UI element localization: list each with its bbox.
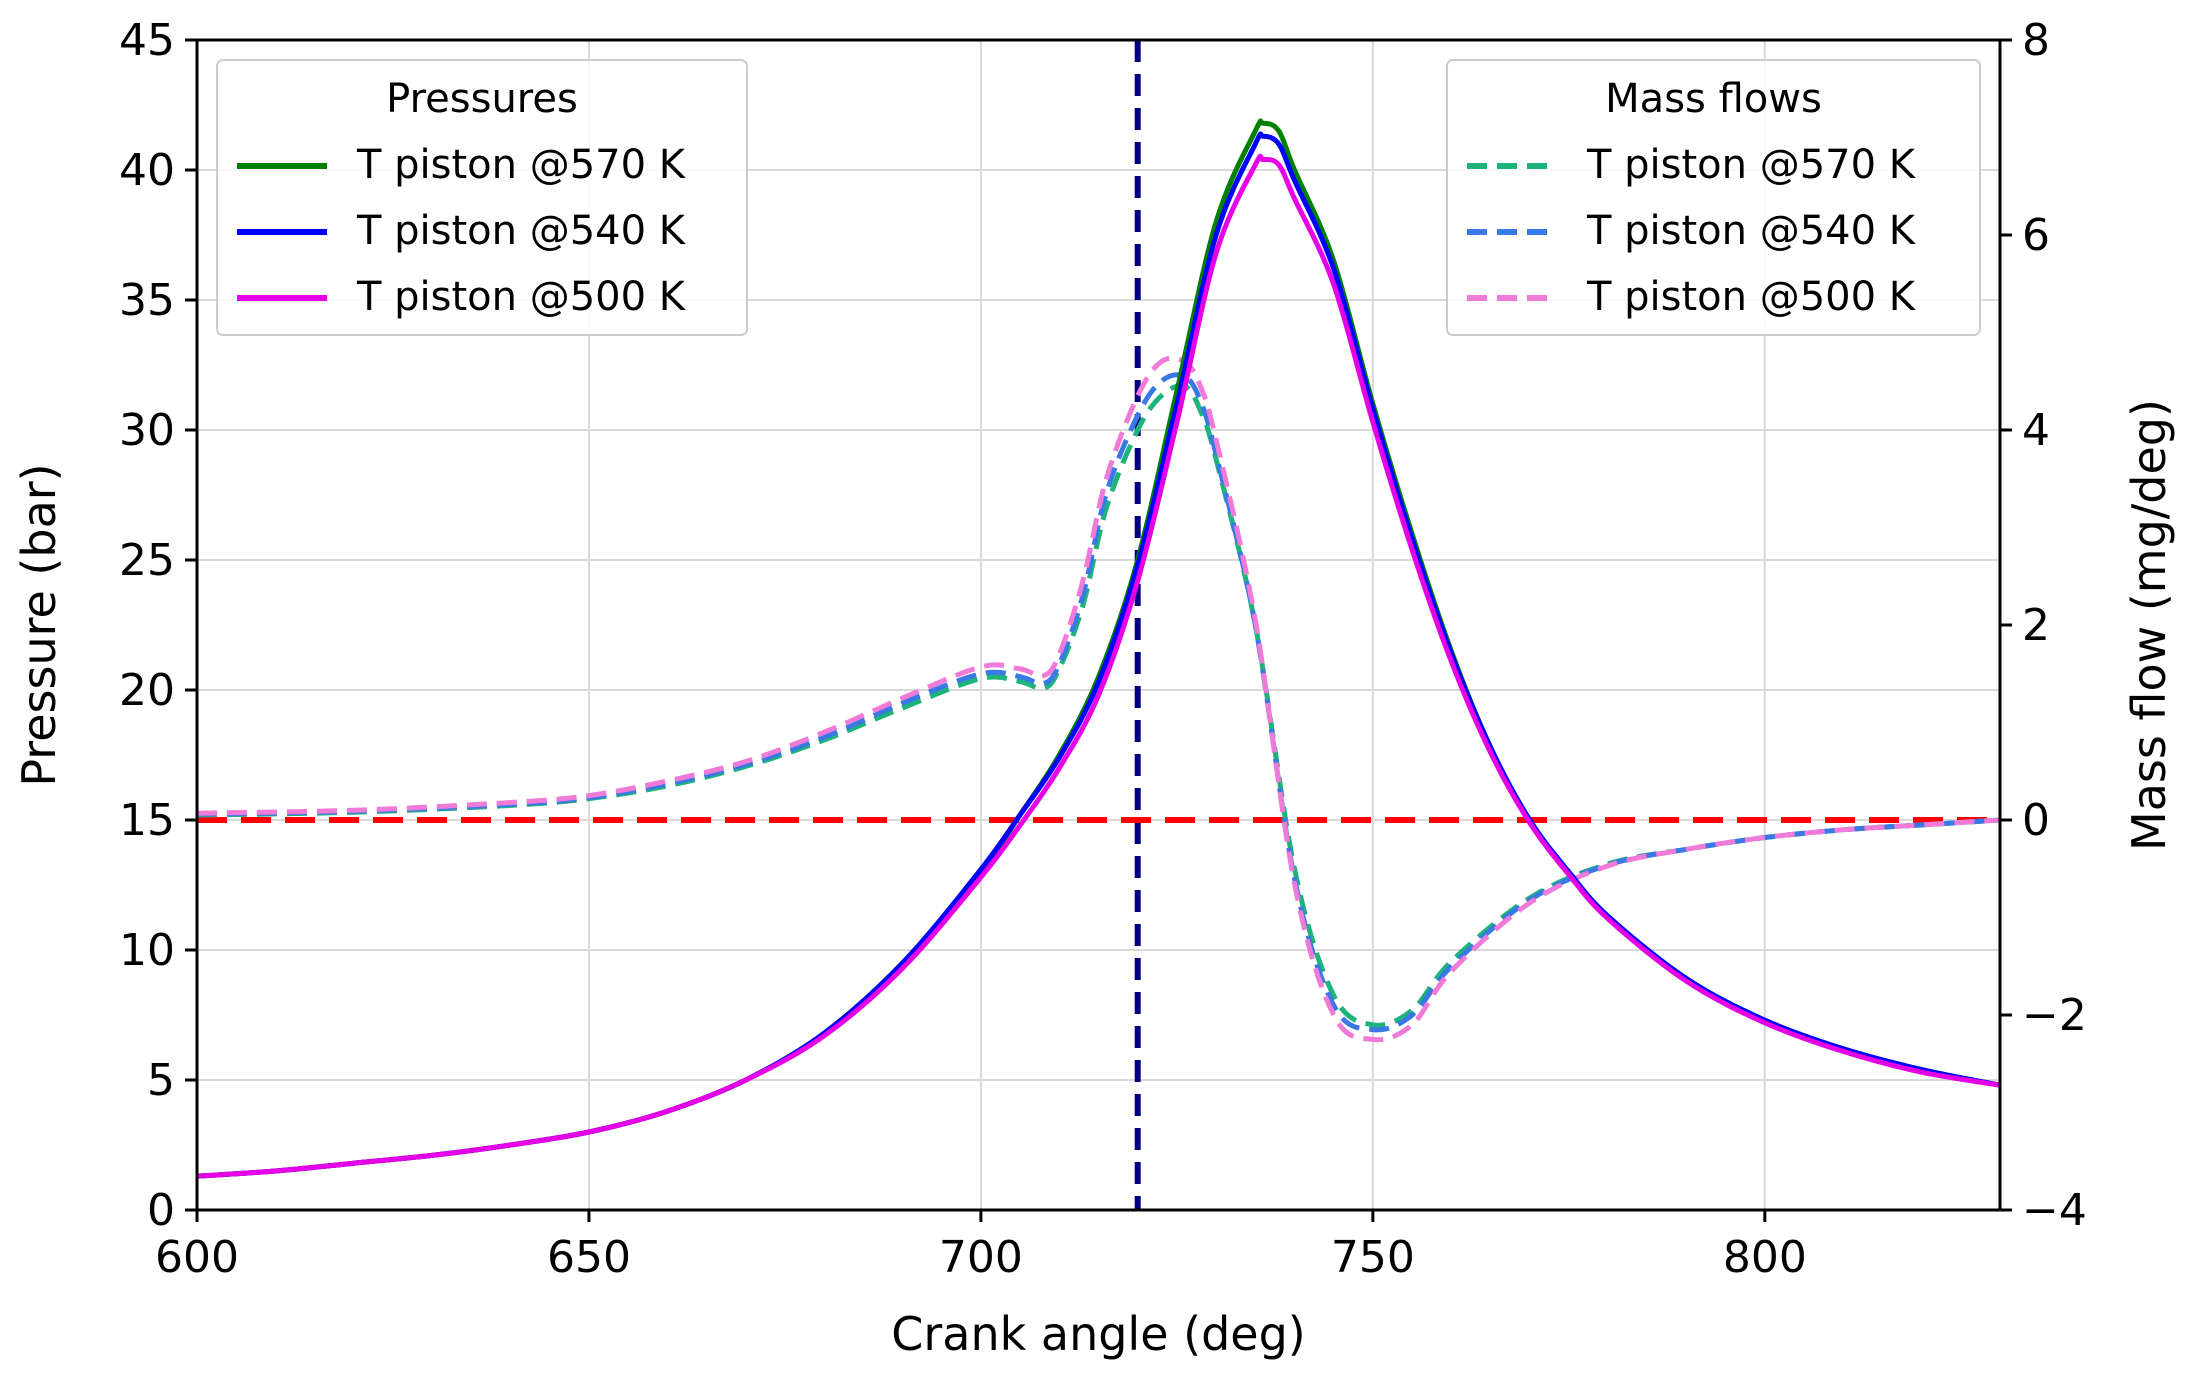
- pressure-line-2: [196, 153, 2001, 1179]
- y-left-tick-label: 10: [119, 925, 175, 976]
- legend-mass-flows-entry-label: T piston @540 K: [1586, 208, 1917, 254]
- legend-pressures-entry-label: T piston @570 K: [356, 142, 687, 188]
- legend-mass-flows-title: Mass flows: [1605, 76, 1822, 122]
- y-left-tick-label: 35: [119, 275, 175, 326]
- y-axis-left-label: Pressure (bar): [12, 463, 66, 786]
- legend-mass-flows: Mass flows T piston @570 K T piston @540 …: [1446, 59, 1981, 336]
- x-tick-label: 700: [939, 1232, 1023, 1283]
- x-tick-label: 800: [1723, 1232, 1807, 1283]
- legend-pressures-entry-label: T piston @540 K: [356, 208, 687, 254]
- y-left-tick-label: 40: [119, 145, 175, 196]
- x-tick-label: 600: [155, 1232, 239, 1283]
- y-axis-right-label: Mass flow (mg/deg): [2122, 399, 2176, 851]
- x-tick-label: 650: [547, 1232, 631, 1283]
- y-left-tick-label: 30: [119, 405, 175, 456]
- y-left-tick-label: 20: [119, 665, 175, 716]
- y-right-tick-label: 8: [2022, 15, 2050, 66]
- x-tick-label: 750: [1331, 1232, 1415, 1283]
- x-axis-label: Crank angle (deg): [891, 1307, 1305, 1361]
- y-left-tick-label: 25: [119, 535, 175, 586]
- legend-pressures: Pressures T piston @570 K T piston @540 K…: [216, 59, 748, 336]
- series: [196, 118, 2001, 1179]
- legend-pressures-title: Pressures: [386, 76, 578, 122]
- reference-lines: [197, 40, 2000, 1210]
- y-right-tick-label: 6: [2022, 210, 2050, 261]
- legend-pressures-box: [216, 59, 748, 336]
- y-left-tick-label: 0: [147, 1185, 175, 1236]
- y-right-tick-label: −4: [2022, 1185, 2087, 1236]
- mass-flow-line-2: [196, 355, 2001, 1043]
- y-right-tick-label: 0: [2022, 795, 2050, 846]
- y-right-tick-label: 4: [2022, 405, 2050, 456]
- y-left-tick-label: 45: [119, 15, 175, 66]
- legend-mass-flows-entry-label: T piston @500 K: [1586, 274, 1917, 320]
- legend-mass-flows-box: [1446, 59, 1981, 336]
- y-left-tick-label: 15: [119, 795, 175, 846]
- legend-mass-flows-entry-label: T piston @570 K: [1586, 142, 1917, 188]
- legend-pressures-entry-label: T piston @500 K: [356, 274, 687, 320]
- y-left-tick-label: 5: [147, 1055, 175, 1106]
- y-right-tick-label: 2: [2022, 600, 2050, 651]
- y-right-tick-label: −2: [2022, 990, 2087, 1041]
- ticks: 600 650 700 750 800 0 5 10 15 20 25 30 35 40 45 −4 −2 0 2 4…: [119, 15, 2087, 1283]
